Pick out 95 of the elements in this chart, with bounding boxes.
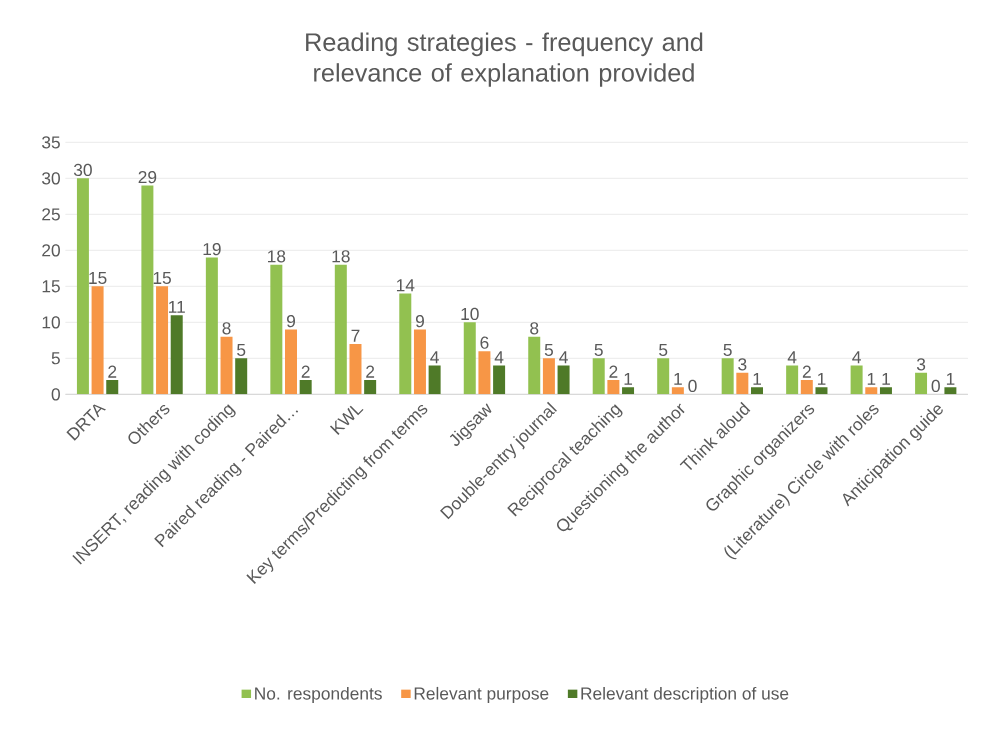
bar bbox=[622, 387, 635, 395]
bar bbox=[493, 365, 506, 395]
y-tick-label: 25 bbox=[42, 208, 60, 221]
data-label: 9 bbox=[415, 314, 424, 328]
data-label: 1 bbox=[867, 372, 876, 385]
data-label: 8 bbox=[530, 322, 539, 335]
bar bbox=[915, 372, 928, 395]
y-tick-label: 0 bbox=[51, 388, 60, 401]
bar bbox=[944, 387, 957, 395]
data-label: 15 bbox=[89, 271, 107, 285]
bar bbox=[205, 257, 218, 395]
bar bbox=[91, 286, 104, 395]
bar bbox=[413, 329, 426, 395]
bar bbox=[721, 358, 734, 395]
bar bbox=[592, 358, 605, 395]
bar bbox=[751, 387, 763, 395]
y-tick-label: 30 bbox=[42, 172, 60, 185]
data-label: 2 bbox=[108, 365, 117, 378]
data-label: 2 bbox=[802, 365, 811, 378]
bar bbox=[235, 358, 248, 395]
bar bbox=[299, 379, 312, 395]
data-label: 3 bbox=[916, 358, 926, 371]
bar bbox=[270, 264, 283, 395]
bar bbox=[334, 264, 347, 395]
data-label: 30 bbox=[73, 163, 92, 177]
bar bbox=[865, 387, 878, 395]
data-label: 29 bbox=[138, 170, 157, 184]
data-label: 1 bbox=[882, 372, 890, 385]
y-tick-label: 15 bbox=[42, 280, 60, 293]
bar bbox=[786, 365, 799, 395]
data-label: 14 bbox=[396, 279, 415, 292]
data-label: 9 bbox=[287, 314, 296, 328]
bar bbox=[815, 387, 828, 395]
bar bbox=[156, 286, 169, 395]
data-label: 4 bbox=[852, 351, 861, 364]
data-label: 7 bbox=[351, 329, 360, 342]
bar bbox=[478, 351, 491, 395]
bar bbox=[349, 343, 362, 395]
legend-label: Relevant purpose bbox=[414, 686, 549, 704]
bar bbox=[657, 358, 670, 395]
bar bbox=[800, 379, 813, 395]
y-tick-label: 10 bbox=[42, 316, 60, 329]
bar bbox=[428, 365, 441, 395]
bar bbox=[220, 336, 233, 395]
legend-label: No. respondents bbox=[255, 686, 382, 704]
bar bbox=[557, 365, 570, 395]
data-label: 1 bbox=[674, 372, 682, 385]
bar bbox=[170, 315, 183, 395]
data-label: 2 bbox=[301, 365, 310, 378]
x-tick-label: KWL bbox=[329, 405, 364, 435]
data-label: 6 bbox=[480, 336, 489, 349]
data-label: 19 bbox=[203, 242, 221, 256]
data-label: 1 bbox=[753, 372, 761, 385]
data-label: 18 bbox=[268, 250, 286, 263]
data-label: 10 bbox=[461, 307, 479, 321]
bar bbox=[141, 185, 154, 395]
data-label: 4 bbox=[787, 351, 797, 364]
bar bbox=[542, 358, 555, 395]
data-label: 0 bbox=[931, 379, 940, 393]
data-label: 4 bbox=[559, 351, 568, 364]
data-label: 5 bbox=[544, 343, 553, 357]
bar bbox=[106, 379, 119, 395]
y-tick-label: 35 bbox=[42, 136, 60, 149]
data-label: 2 bbox=[609, 365, 618, 378]
chart-title: Reading strategies - frequency and relevance of explanation provided bbox=[306, 32, 703, 87]
data-label: 5 bbox=[723, 343, 732, 357]
data-label: 1 bbox=[946, 372, 955, 385]
bar bbox=[607, 379, 620, 395]
y-tick-label: 20 bbox=[42, 244, 60, 257]
data-label: 5 bbox=[237, 343, 246, 357]
data-label: 4 bbox=[430, 351, 439, 364]
bar bbox=[364, 379, 377, 395]
bar bbox=[76, 178, 89, 395]
data-label: 5 bbox=[659, 343, 668, 357]
bar bbox=[671, 387, 684, 395]
data-label: 0 bbox=[688, 379, 697, 393]
bar bbox=[879, 387, 892, 395]
bar bbox=[736, 372, 749, 395]
data-label: 18 bbox=[332, 250, 350, 263]
bar bbox=[528, 336, 541, 395]
bar bbox=[463, 322, 476, 395]
data-label: 15 bbox=[153, 271, 171, 285]
data-label: 5 bbox=[594, 343, 603, 357]
data-label: 4 bbox=[494, 351, 504, 364]
data-label: 8 bbox=[222, 322, 231, 335]
y-tick-label: 5 bbox=[51, 352, 60, 365]
data-label: 1 bbox=[624, 372, 633, 385]
legend-label: Relevant description of use bbox=[581, 686, 789, 704]
data-label: 2 bbox=[366, 365, 375, 378]
bar bbox=[850, 365, 863, 395]
data-label: 3 bbox=[738, 358, 747, 371]
data-label: 11 bbox=[169, 300, 185, 313]
data-label: 1 bbox=[817, 372, 826, 385]
bar bbox=[399, 293, 412, 395]
bar bbox=[285, 329, 297, 395]
